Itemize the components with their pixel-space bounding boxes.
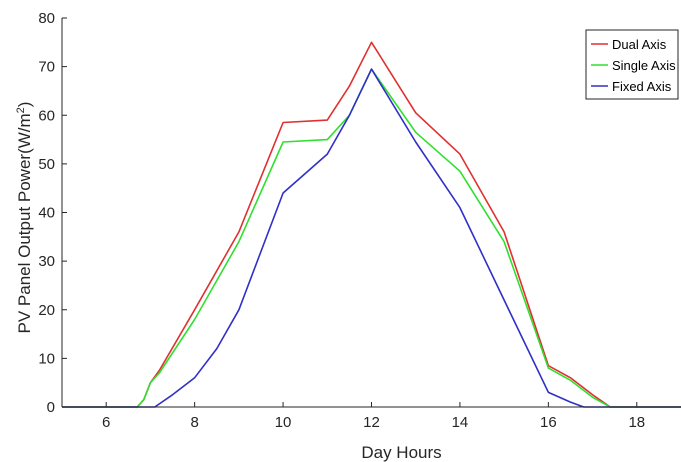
- y-axis-label: PV Panel Output Power(W/m2): [15, 102, 34, 334]
- y-tick-label: 60: [38, 107, 55, 124]
- x-tick-label: 8: [190, 414, 198, 431]
- x-tick-label: 10: [275, 414, 292, 431]
- x-tick-label: 6: [102, 414, 110, 431]
- x-axis-label: Day Hours: [361, 443, 441, 462]
- legend-label-single-axis: Single Axis: [612, 58, 676, 73]
- y-tick-label: 40: [38, 205, 55, 222]
- series-line-fixed-axis: [62, 68, 681, 408]
- y-tick-label: 30: [38, 253, 55, 270]
- x-tick-label: 18: [628, 414, 645, 431]
- legend-label-dual-axis: Dual Axis: [612, 37, 667, 52]
- y-axis-label-superscript: 2: [15, 107, 27, 113]
- tick-marks: 6 8 10 12 14 16 18 0 10 20 30 40 50 60 70 80: [38, 10, 645, 431]
- y-axis-label-close: ): [15, 102, 34, 108]
- y-tick-label: 20: [38, 302, 55, 319]
- series-lines: [62, 41, 681, 408]
- x-tick-label: 14: [452, 414, 469, 431]
- y-tick-label: 10: [38, 350, 55, 367]
- y-tick-label: 80: [38, 10, 55, 27]
- y-axis-label-main: PV Panel Output Power(W/m: [15, 113, 34, 333]
- legend-box: [585, 29, 679, 100]
- y-tick-label: 0: [47, 399, 55, 416]
- x-tick-label: 16: [540, 414, 557, 431]
- legend-label-fixed-axis: Fixed Axis: [612, 79, 672, 94]
- y-tick-label: 70: [38, 59, 55, 76]
- x-tick-label: 12: [363, 414, 380, 431]
- y-tick-label: 50: [38, 156, 55, 173]
- legend: Dual Axis Single Axis Fixed Axis: [585, 29, 679, 100]
